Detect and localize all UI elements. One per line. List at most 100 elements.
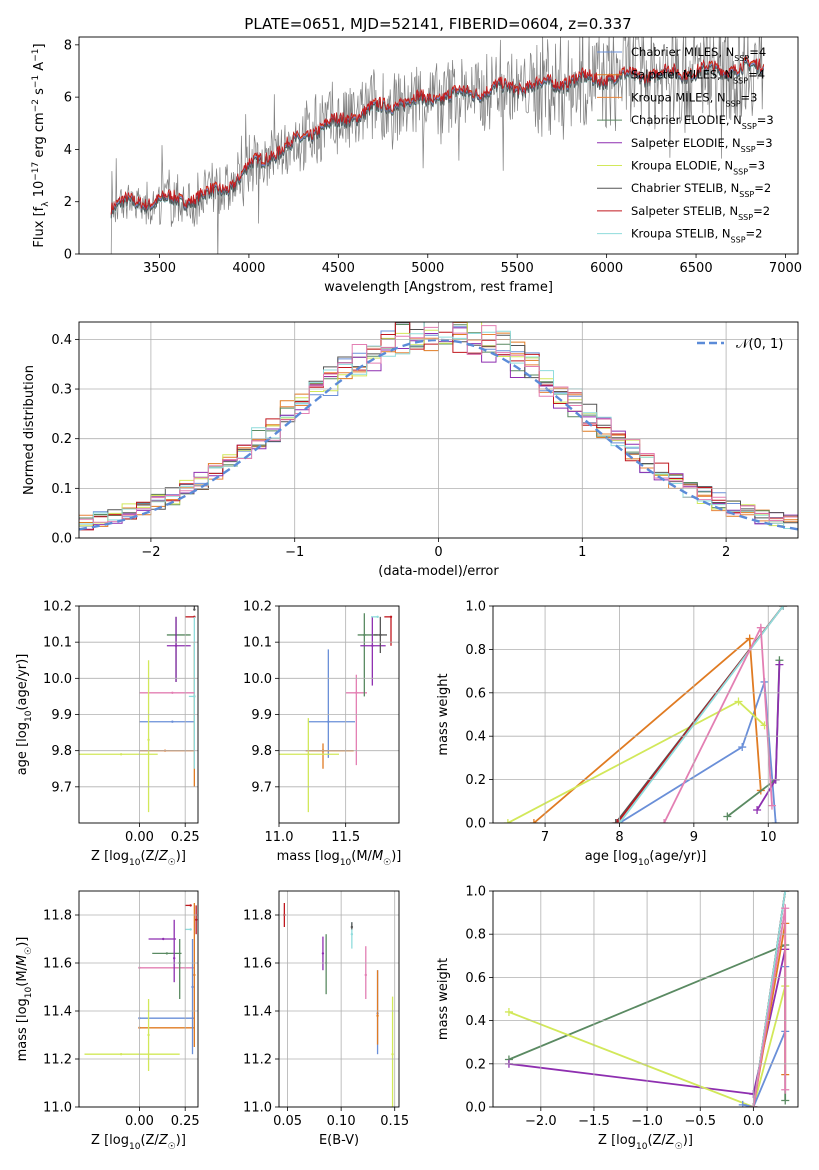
- tick-label-y: 0.0: [465, 1101, 486, 1116]
- data-point: [355, 691, 358, 694]
- tick-label-y: 11.6: [243, 957, 272, 972]
- plus-marker: [753, 805, 762, 814]
- tick-label-y: 11.8: [43, 909, 72, 924]
- panel-weight_vs_Z: −2.0 −1.5 −1.0 −0.5 0.0 0.0 0.2 0.4 0.6 0.8 1.0 Z […: [436, 885, 799, 1152]
- tick-label-x: 3500: [143, 261, 176, 276]
- plus-marker: [781, 1096, 790, 1105]
- tick-label-y: 8: [64, 38, 72, 53]
- legend-entry: Salpeter MILES, NSSP=4: [631, 68, 765, 86]
- panel-mass_vs_ebv: 0.05 0.10 0.15 11.0 11.2 11.4 11.6 11.8 E(B-V): [243, 890, 409, 1148]
- tick-label-x: 4000: [232, 261, 265, 276]
- tick-label-y: 10.0: [43, 672, 72, 687]
- series-line: [508, 985, 787, 1107]
- data-point: [147, 738, 150, 742]
- data-point: [193, 608, 196, 611]
- figure-title: PLATE=0651, MJD=52141, FIBERID=0604, z=0…: [244, 15, 631, 33]
- tick-label-x: 0.00: [125, 1114, 154, 1129]
- x-axis-label: age [log10(age/yr)]: [585, 849, 707, 868]
- tick-label-x: 1: [578, 545, 586, 560]
- data-point: [189, 904, 192, 907]
- tick-label-y: 0.4: [465, 1014, 486, 1029]
- tick-label-y: 4: [64, 143, 72, 158]
- plus-marker: [767, 801, 776, 810]
- data-point: [376, 615, 379, 619]
- y-axis-label: mass weight: [436, 958, 451, 1040]
- tick-label-y: 2: [64, 195, 72, 210]
- plus-marker: [745, 634, 754, 643]
- tick-label-y: 11.4: [43, 1005, 72, 1020]
- tick-label-y: 0.8: [465, 643, 486, 658]
- data-point: [391, 1053, 394, 1056]
- plot-area-mass_vs_ebv: [283, 903, 394, 1107]
- tick-label-x: 4500: [322, 261, 355, 276]
- tick-label-x: 2: [722, 545, 730, 560]
- tick-label-x: 0.25: [171, 1114, 200, 1129]
- tick-label-x: −1: [285, 545, 304, 560]
- data-point: [171, 691, 174, 694]
- tick-label-y: 9.8: [51, 744, 72, 759]
- tick-label-y: 9.8: [251, 744, 272, 759]
- legend-entry: Kroupa STELIB, NSSP=2: [631, 227, 762, 245]
- plus-marker: [660, 819, 669, 823]
- x-axis-label: wavelength [Angstrom, rest frame]: [324, 280, 553, 295]
- tick-label-y: 11.2: [43, 1053, 72, 1068]
- data-point: [193, 695, 196, 698]
- tick-label-y: 10.2: [43, 600, 72, 615]
- tick-label-x: 0.00: [125, 830, 154, 845]
- tick-label-x: 7: [541, 830, 549, 845]
- plus-marker: [611, 819, 620, 823]
- plot-area-spectrum: [110, 37, 765, 254]
- data-point: [189, 928, 192, 931]
- series-line: [533, 636, 762, 823]
- panel-residuals: −2 −1 0 1 2 0.0 0.1 0.2 0.3 0.4 (data-model)/error…: [22, 321, 799, 579]
- axes-frame: [278, 605, 400, 824]
- histogram-step: [79, 322, 798, 523]
- data-point: [379, 633, 382, 637]
- tick-label-x: 6500: [680, 261, 713, 276]
- tick-label-x: 7000: [769, 261, 802, 276]
- tick-label-y: 6: [64, 91, 72, 106]
- tick-label-y: 0.0: [51, 532, 72, 547]
- tick-label-y: 9.9: [251, 708, 272, 723]
- data-point: [364, 973, 367, 977]
- y-axis-label: mass [log10(M/M☉)]: [15, 937, 34, 1062]
- histogram-step: [79, 322, 798, 525]
- tick-label-y: 0.2: [51, 432, 72, 447]
- x-axis-label: mass [log10(M/M☉)]: [277, 849, 402, 868]
- tick-label-x: 8: [615, 830, 623, 845]
- tick-label-y: 0.1: [51, 482, 72, 497]
- tick-label-y: 11.2: [243, 1053, 272, 1068]
- model-line: [110, 55, 765, 215]
- x-axis-label: E(B-V): [319, 1133, 359, 1148]
- tick-label-y: 0.8: [465, 928, 486, 943]
- data-point: [119, 753, 123, 756]
- panel-mass_vs_Z: 0.00 0.25 11.0 11.2 11.4 11.6 11.8 Z [log10(Z/Z…: [15, 890, 200, 1152]
- x-axis-label: Z [log10(Z/Z☉)]: [91, 849, 186, 868]
- data-point: [350, 933, 354, 936]
- plus-marker: [504, 1007, 513, 1016]
- series-line: [618, 606, 784, 823]
- tick-label-x: 0.10: [327, 1114, 356, 1129]
- data-point: [173, 957, 176, 960]
- series-line: [507, 700, 766, 823]
- plus-marker: [723, 812, 732, 821]
- panel-spectrum: 3500 4000 4500 5000 5500 6000 6500 7000 0 2 4 6 8 wav…: [31, 36, 802, 295]
- plus-marker: [738, 743, 747, 752]
- plus-marker: [613, 819, 622, 823]
- tick-label-y: 0.2: [465, 773, 486, 788]
- tick-label-x: 0: [434, 545, 442, 560]
- axes-frame: [78, 890, 199, 1108]
- legend-entry: Salpeter STELIB, NSSP=2: [631, 204, 770, 222]
- tick-label-x: 0.0: [743, 1114, 764, 1129]
- tick-label-y: 10.1: [243, 636, 272, 651]
- panel-weight_vs_age: 7 8 9 10 0.0 0.2 0.4 0.6 0.8 1.0 age [log10(age/yr…: [436, 600, 799, 868]
- legend-entry: Kroupa MILES, NSSP=3: [631, 90, 757, 108]
- axes-frame: [492, 890, 799, 1108]
- tick-label-y: 10.0: [243, 672, 272, 687]
- tick-label-x: 5000: [411, 261, 444, 276]
- plus-marker: [529, 819, 538, 823]
- legend-entry: Chabrier STELIB, NSSP=2: [631, 181, 771, 199]
- tick-label-y: 11.8: [243, 909, 272, 924]
- tick-label-y: 9.7: [251, 780, 272, 795]
